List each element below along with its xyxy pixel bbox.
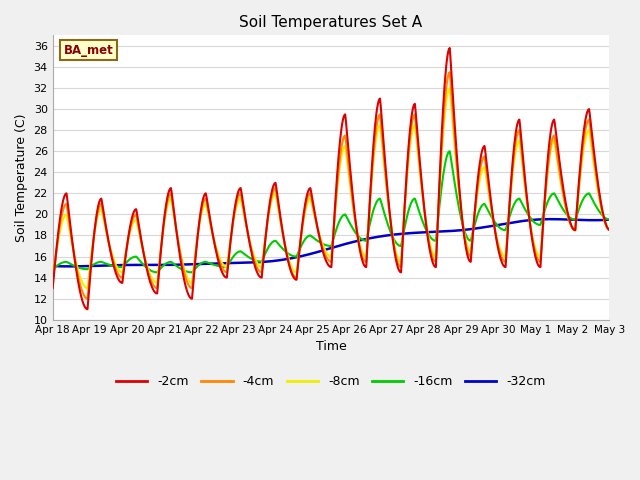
Text: BA_met: BA_met (64, 44, 113, 57)
Y-axis label: Soil Temperature (C): Soil Temperature (C) (15, 113, 28, 242)
X-axis label: Time: Time (316, 340, 346, 353)
Legend: -2cm, -4cm, -8cm, -16cm, -32cm: -2cm, -4cm, -8cm, -16cm, -32cm (111, 370, 551, 393)
Title: Soil Temperatures Set A: Soil Temperatures Set A (239, 15, 422, 30)
